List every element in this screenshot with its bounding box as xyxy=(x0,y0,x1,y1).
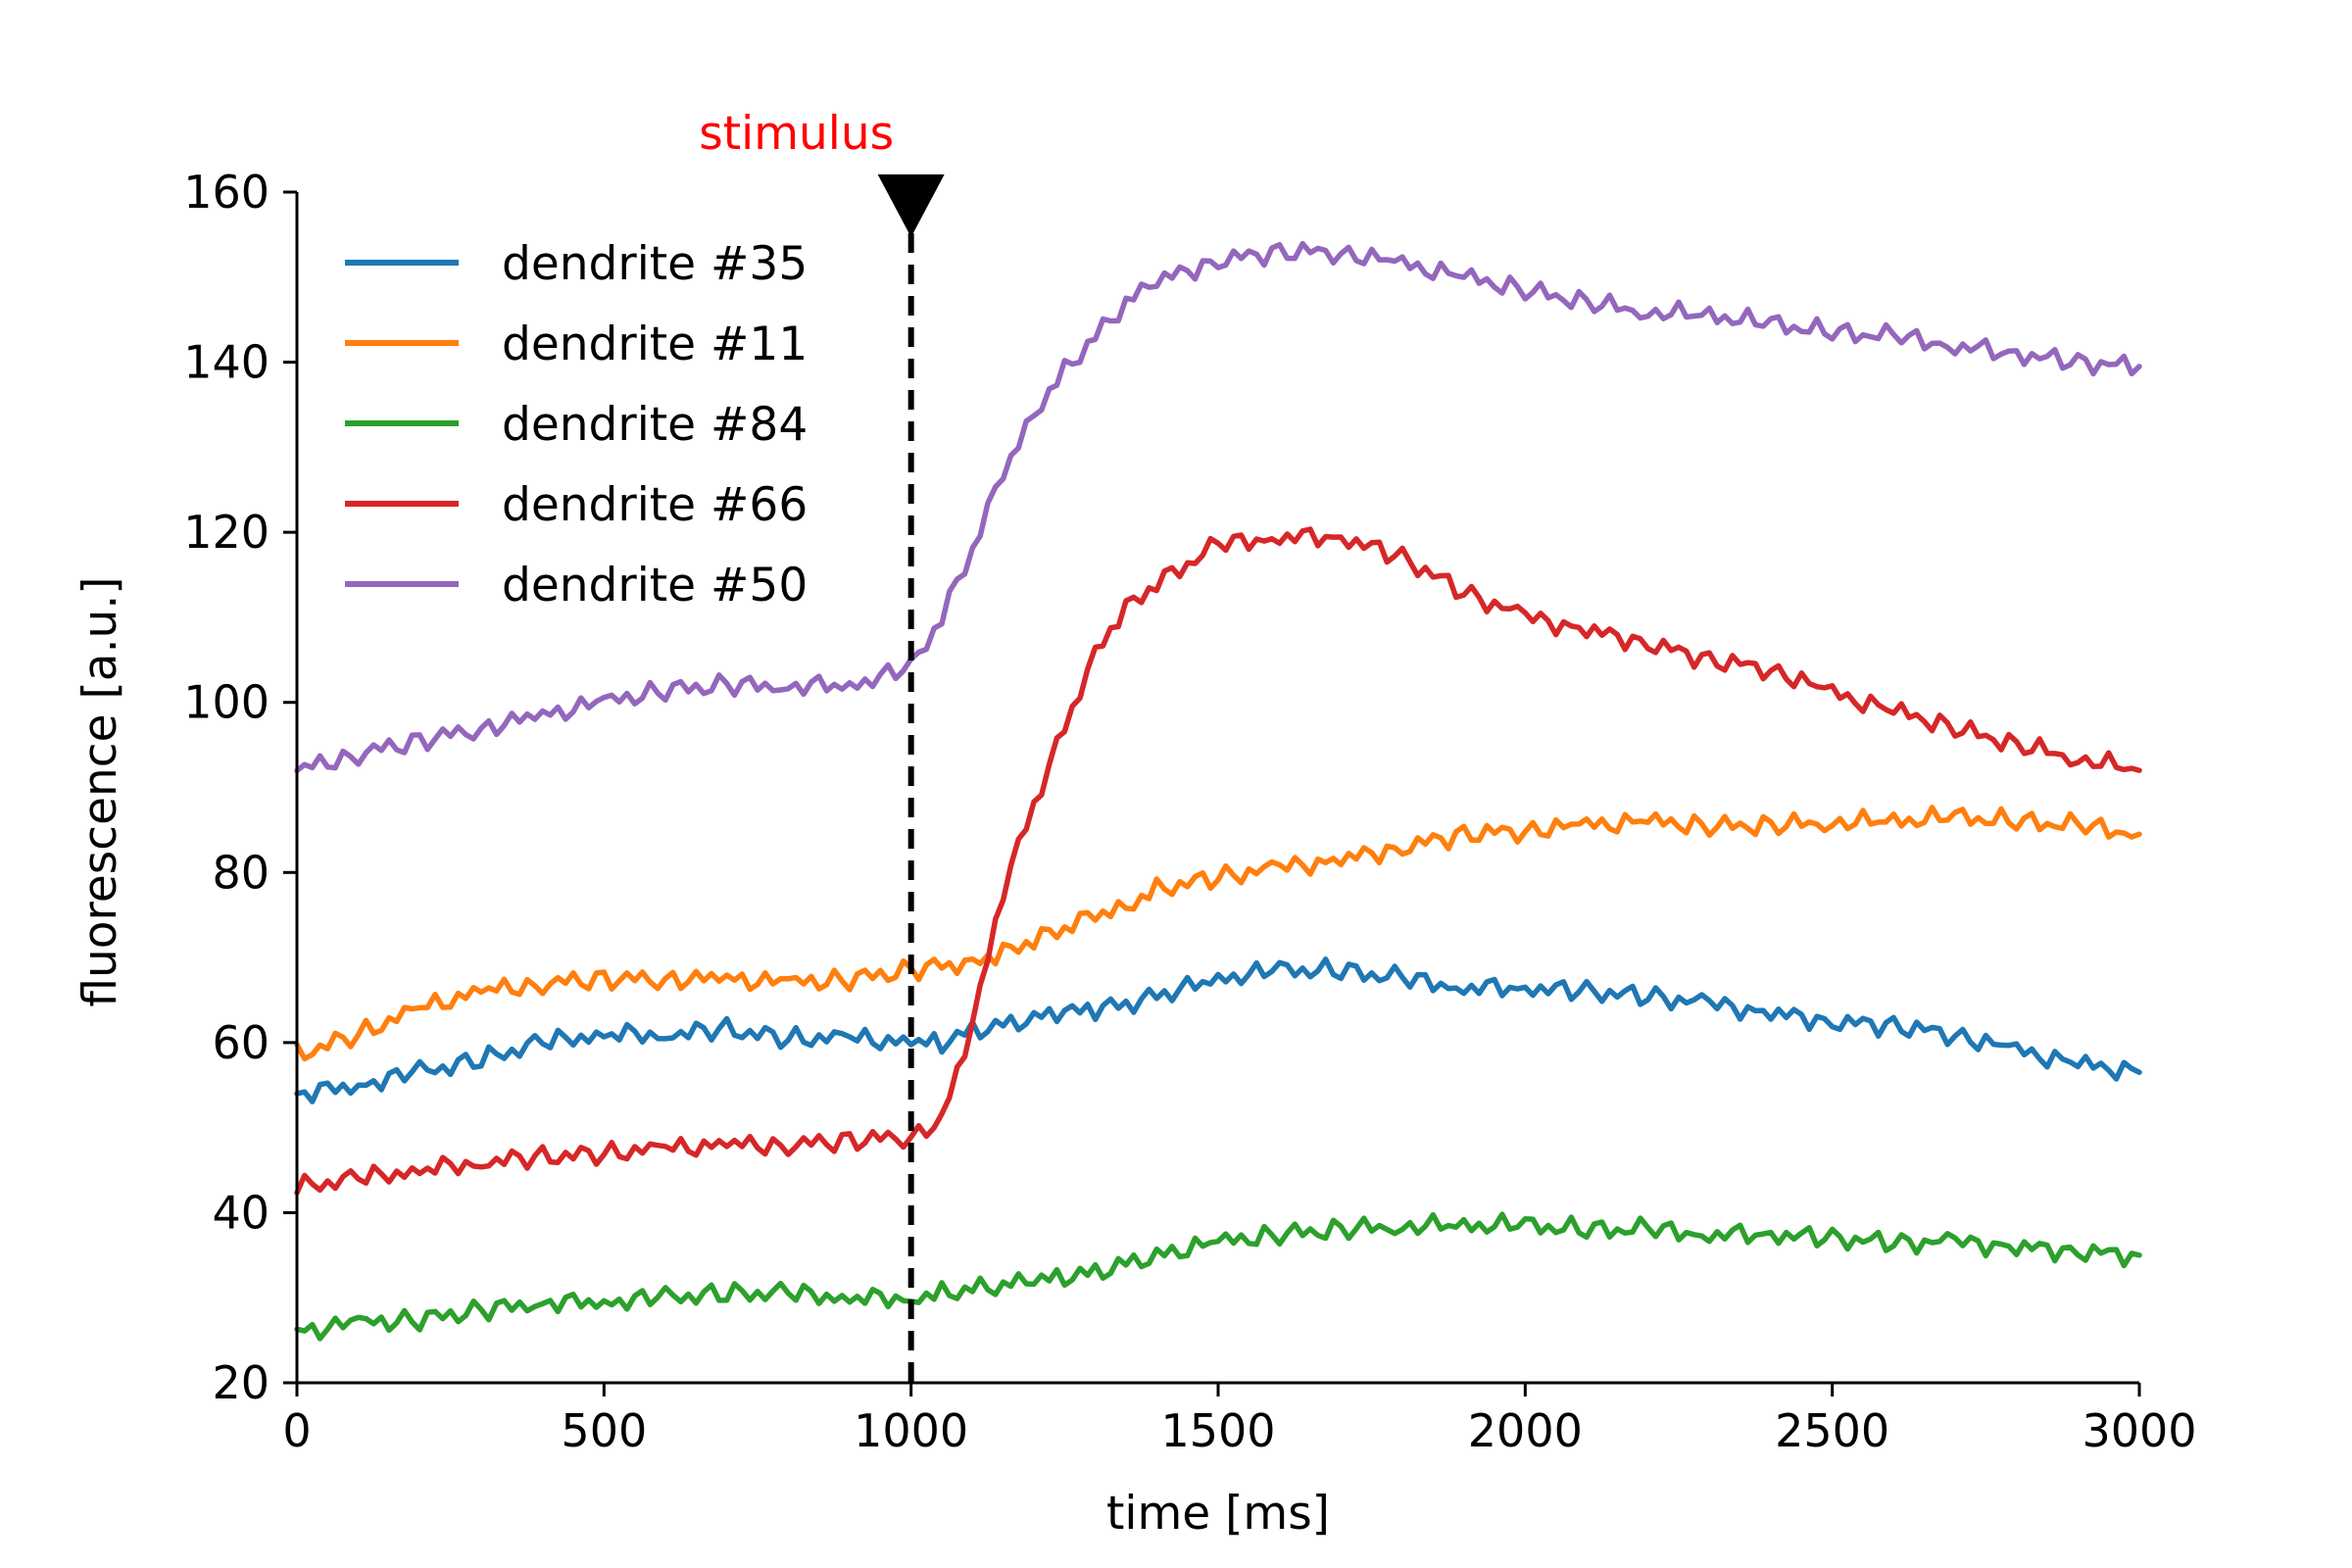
y-tick-label: 40 xyxy=(212,1186,270,1239)
x-tick-label: 2000 xyxy=(1468,1404,1583,1457)
x-tick-label: 2500 xyxy=(1775,1404,1889,1457)
legend-label: dendrite #66 xyxy=(502,478,808,532)
series-line-dendrite-84 xyxy=(294,1211,2142,1342)
legend-label: dendrite #11 xyxy=(502,318,808,371)
y-tick-label: 120 xyxy=(183,506,270,559)
legend-label: dendrite #84 xyxy=(502,398,808,452)
y-tick-label: 80 xyxy=(212,846,270,899)
x-tick-label: 1000 xyxy=(854,1404,968,1457)
y-tick-label: 20 xyxy=(212,1356,270,1409)
y-tick-label: 60 xyxy=(212,1016,270,1069)
x-tick-label: 1500 xyxy=(1160,1404,1275,1457)
stimulus-marker-triangle xyxy=(877,174,945,237)
x-tick-label: 0 xyxy=(282,1404,311,1457)
x-tick-label: 3000 xyxy=(2082,1404,2196,1457)
axes-layer: 0 500 1000 1500 2000 2500 3000 20 40 60 80 100 120 14… xyxy=(183,166,2196,1457)
series-line-dendrite-50 xyxy=(294,240,2142,774)
y-tick-label: 160 xyxy=(183,166,270,219)
x-tick-label: 500 xyxy=(561,1404,647,1457)
stimulus-label: stimulus xyxy=(699,107,894,161)
series-layer xyxy=(294,240,2142,1342)
y-tick-label: 140 xyxy=(183,336,270,389)
series-line-dendrite-11 xyxy=(294,805,2142,1062)
legend-label: dendrite #35 xyxy=(502,237,808,291)
series-line-dendrite-66 xyxy=(294,526,2142,1196)
legend-label: dendrite #50 xyxy=(502,559,808,612)
annotation-layer: stimulus xyxy=(699,107,945,1383)
y-axis-label: fluorescence [a.u.] xyxy=(74,576,127,1006)
series-line-dendrite-35 xyxy=(294,956,2142,1104)
y-tick-label: 100 xyxy=(183,676,270,729)
x-axis-label: time [ms] xyxy=(1106,1487,1330,1541)
legend: dendrite #35 dendrite #11 dendrite #84 dend… xyxy=(345,237,808,612)
